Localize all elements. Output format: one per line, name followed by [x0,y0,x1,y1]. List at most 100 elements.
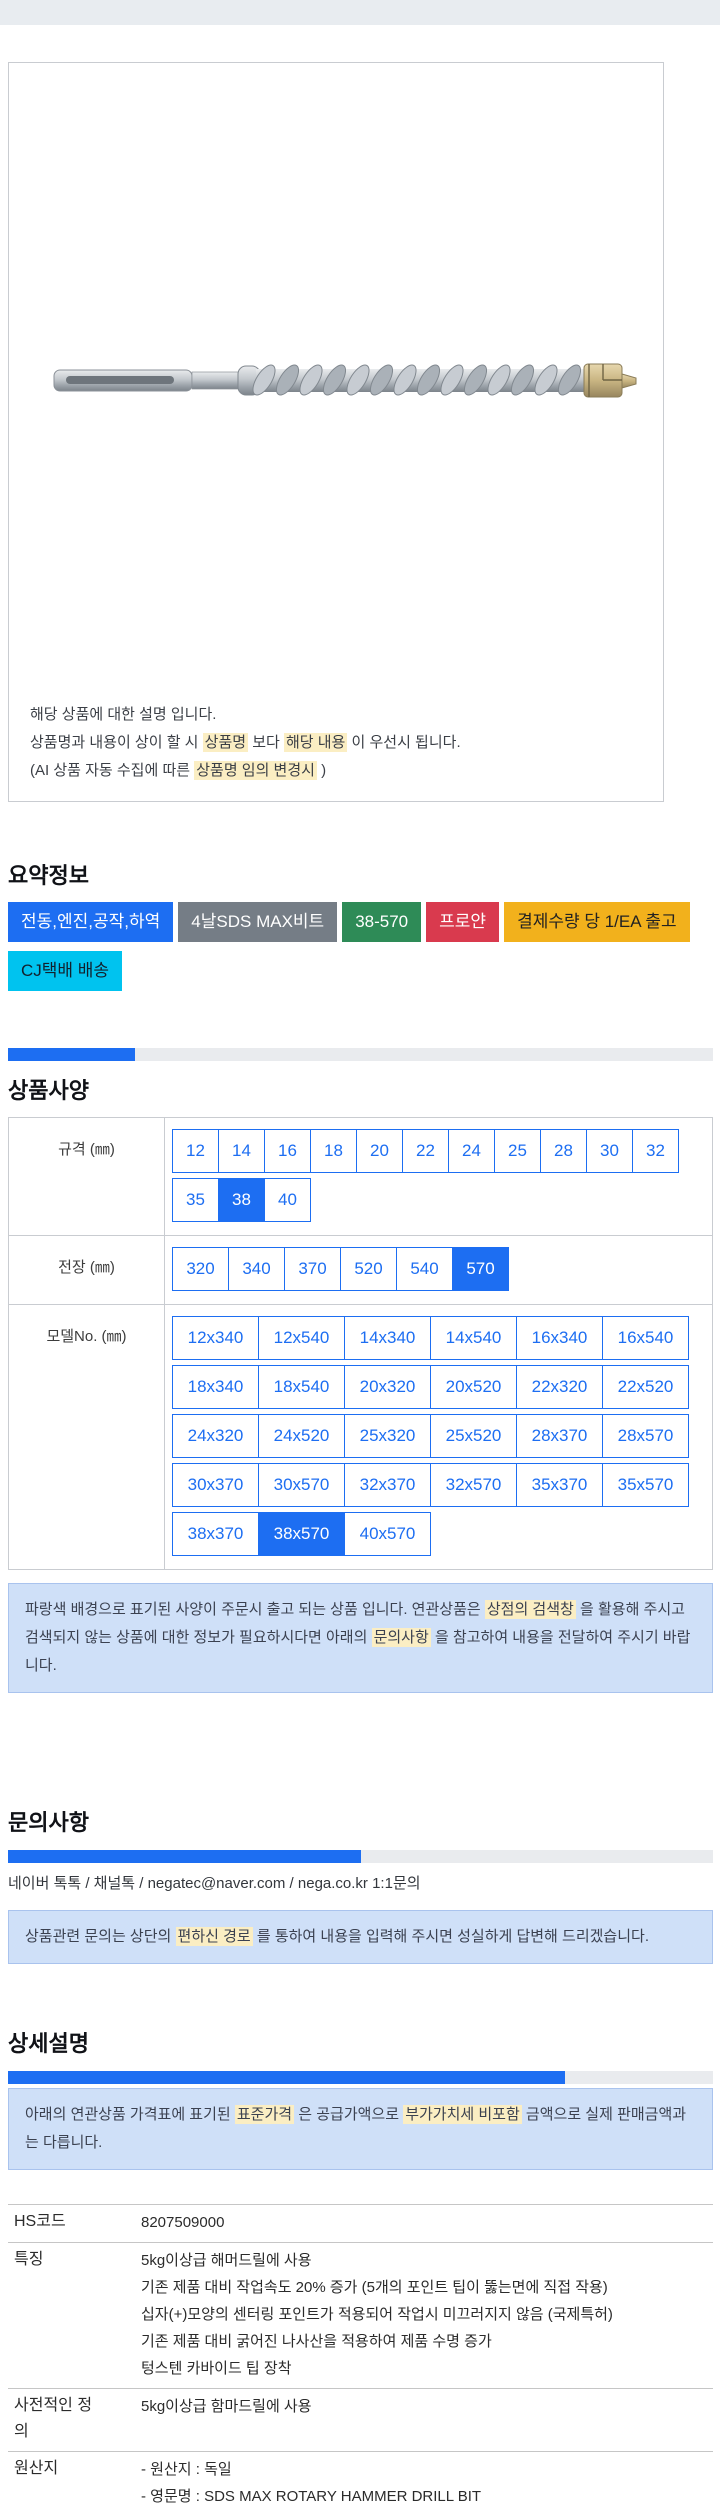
spec-option[interactable]: 520 [340,1248,396,1290]
spec-option[interactable]: 32x370 [344,1464,430,1506]
spec-option[interactable]: 28x370 [516,1415,602,1457]
spec-option[interactable]: 35x570 [602,1464,688,1506]
spec-option[interactable]: 14 [218,1130,264,1172]
plain-text: 은 공급가액으로 [294,2106,404,2123]
detail-row-label: HS코드 [14,2213,66,2230]
spec-button-group: 12x340 12x540 14x340 14x540 16x340 16x540 [172,1316,689,1360]
inquiry-contact-line: 네이버 톡톡 / 채널톡 / negatec@naver.com / nega.… [8,1875,421,1892]
spec-row: 모델No. (㎜) 12x340 12x540 14x340 14x540 16x340 1… [9,1305,712,1569]
spec-option[interactable]: 18x540 [258,1366,344,1408]
spec-option[interactable]: 30 [586,1130,632,1172]
spec-note-box: 파랑색 배경으로 표기된 사양이 주문시 출고 되는 상품 입니다. 연관상품은… [8,1583,713,1693]
spec-option[interactable]: 32 [632,1130,678,1172]
spec-button-group: 30x370 30x570 32x370 32x570 35x370 35x570 [172,1463,689,1507]
spec-button-group: 24x320 24x520 25x320 25x520 28x370 28x570 [172,1414,689,1458]
plain-text: 아래의 연관상품 가격표에 표기된 [25,2106,235,2123]
plain-text: 를 통하여 내용을 입력해 주시면 성실하게 답변해 드리겠습니다. [252,1928,649,1945]
spec-option[interactable]: 14x540 [430,1317,516,1359]
plain-text: 금액으로 실제 판매금액과는 다릅니다. [25,2106,687,2151]
plain-text: 파랑색 배경으로 표기된 사양이 주문시 출고 되는 상품 입니다. 연관상품은 [25,1601,485,1618]
spec-option[interactable]: 16 [264,1130,310,1172]
spec-option[interactable]: 540 [396,1248,452,1290]
spec-option[interactable]: 22 [402,1130,448,1172]
spec-option-selected[interactable]: 38 [218,1179,264,1221]
detail-value-line: - 영문명 : SDS MAX ROTARY HAMMER DRILL BIT [141,2488,482,2505]
spec-option[interactable]: 25x520 [430,1415,516,1457]
spec-option[interactable]: 20 [356,1130,402,1172]
spec-option[interactable]: 22x320 [516,1366,602,1408]
spec-option[interactable]: 22x520 [602,1366,688,1408]
summary-badge: 4날SDS MAX비트 [178,902,338,942]
spec-option-selected[interactable]: 38x570 [258,1513,344,1555]
spec-option[interactable]: 340 [228,1248,284,1290]
spec-option[interactable]: 12 [173,1130,218,1172]
spec-row-options: 320 340 370 520 540 570 [165,1236,515,1304]
plain-text: 을 활용해 주시고 검색되지 않는 상품에 대한 정보가 필요하시다면 아래의 [25,1601,685,1646]
inquiry-progress-fill [8,1850,361,1863]
detail-value-line: 텅스텐 카바이드 팁 장착 [141,2360,292,2377]
spec-option[interactable]: 28x570 [602,1415,688,1457]
spec-option[interactable]: 40x570 [344,1513,430,1555]
detail-table: HS코드 8207509000 특징 5kg이상급 해머드릴에 사용 기존 제품 대비 … [8,2204,713,2516]
spec-option[interactable]: 30x370 [173,1464,258,1506]
spec-row-label: 모델No. (㎜) [9,1305,165,1569]
spec-option[interactable]: 14x340 [344,1317,430,1359]
detail-value-line: 기존 제품 대비 굵어진 나사산을 적용하여 제품 수명 증가 [141,2333,492,2350]
spec-option-selected[interactable]: 570 [452,1248,508,1290]
spec-button-group: 38x370 38x570 40x570 [172,1512,431,1556]
spec-option[interactable]: 38x370 [173,1513,258,1555]
detail-value-line: 8207509000 [141,2214,225,2231]
spec-table: 규격 (㎜) 12 14 16 18 20 22 24 25 28 30 32 35 38 40 전장 (㎜)… [8,1117,713,1570]
spec-option[interactable]: 18 [310,1130,356,1172]
detail-row-value: 8207509000 [141,2209,224,2236]
plain-text: ) [316,762,327,779]
spec-option[interactable]: 35 [173,1179,218,1221]
spec-row-label: 전장 (㎜) [9,1236,165,1304]
highlighted-text: 상품명 [202,733,249,752]
detail-title: 상세설명 [8,2031,89,2056]
spec-option[interactable]: 24x520 [258,1415,344,1457]
shank-slot [66,376,174,384]
spec-row-label: 규격 (㎜) [9,1118,165,1235]
detail-value-line: 5kg이상급 해머드릴에 사용 [141,2252,312,2269]
detail-row-value: 5kg이상급 해머드릴에 사용 기존 제품 대비 작업속도 20% 증가 (5개의… [141,2247,613,2382]
detail-row-label: 원산지 [14,2460,59,2477]
spec-option[interactable]: 28 [540,1130,586,1172]
spec-option[interactable]: 18x340 [173,1366,258,1408]
spec-option[interactable]: 12x340 [173,1317,258,1359]
detail-progress-bar [8,2071,713,2084]
spec-option[interactable]: 20x320 [344,1366,430,1408]
detail-table-row: 특징 5kg이상급 해머드릴에 사용 기존 제품 대비 작업속도 20% 증가 (5… [8,2242,713,2388]
spec-option[interactable]: 35x370 [516,1464,602,1506]
plain-text: 해당 상품에 대한 설명 입니다. [30,706,217,723]
spec-option[interactable]: 16x340 [516,1317,602,1359]
highlighted-text: 문의사항 [371,1628,431,1647]
top-bar [0,0,720,25]
spec-option[interactable]: 12x540 [258,1317,344,1359]
spec-option[interactable]: 16x540 [602,1317,688,1359]
spec-option[interactable]: 24 [448,1130,494,1172]
highlighted-text: 부가가치세 비포함 [403,2105,522,2124]
summary-badge: CJ택배 배송 [8,951,123,991]
spec-button-group: 18x340 18x540 20x320 20x520 22x320 22x520 [172,1365,689,1409]
spec-option[interactable]: 40 [264,1179,310,1221]
description-line: 해당 상품에 대한 설명 입니다. [30,701,645,729]
inquiry-title: 문의사항 [8,1810,89,1835]
spec-option[interactable]: 25 [494,1130,540,1172]
spec-option[interactable]: 320 [173,1248,228,1290]
spec-row: 전장 (㎜) 320 340 370 520 540 570 [9,1236,712,1305]
spec-option[interactable]: 370 [284,1248,340,1290]
spec-option[interactable]: 20x520 [430,1366,516,1408]
summary-badge: 전동,엔진,공작,하역 [8,902,174,942]
spec-row-options: 12x340 12x540 14x340 14x540 16x340 16x540 18x3… [165,1305,695,1569]
spec-option[interactable]: 25x320 [344,1415,430,1457]
inquiry-note-box: 상품관련 문의는 상단의 편하신 경로 를 통하여 내용을 입력해 주시면 성실… [8,1910,713,1964]
spec-option[interactable]: 24x320 [173,1415,258,1457]
spec-button-group: 12 14 16 18 20 22 24 25 28 30 32 [172,1129,679,1173]
plain-text: 보다 [248,734,284,751]
detail-row-label: 특징 [14,2251,44,2268]
spec-option[interactable]: 30x570 [258,1464,344,1506]
detail-value-line: - 원산지 : 독일 [141,2461,232,2478]
detail-value-line: 5kg이상급 함마드릴에 사용 [141,2398,312,2415]
spec-option[interactable]: 32x570 [430,1464,516,1506]
